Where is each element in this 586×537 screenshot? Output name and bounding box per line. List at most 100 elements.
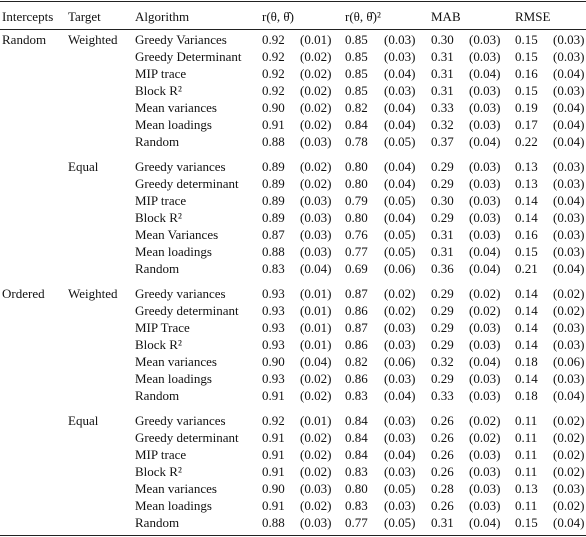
metric-value: 0.31 [431, 244, 454, 259]
column-header: r(θ, θ̂) [262, 9, 294, 24]
metric-value: 0.30 [431, 32, 454, 47]
algorithm-name: Greedy determinant [135, 303, 239, 318]
metric-value: 0.91 [262, 388, 285, 403]
metric-value: 0.15 [515, 83, 538, 98]
metric-value: 0.11 [515, 464, 538, 479]
metric-value: 0.14 [515, 303, 538, 318]
metric-value: 0.85 [345, 83, 368, 98]
metric-value: 0.19 [515, 100, 538, 115]
metric-value: 0.31 [431, 66, 454, 81]
algorithm-name: MIP trace [135, 66, 187, 81]
metric-value: 0.31 [431, 515, 454, 530]
algorithm-name: MIP Trace [135, 320, 190, 335]
algorithm-name: Greedy variances [135, 286, 226, 301]
std-dev: (0.01) [300, 413, 332, 428]
std-dev: (0.04) [469, 261, 501, 276]
metric-value: 0.15 [515, 244, 538, 259]
std-dev: (0.03) [300, 244, 332, 259]
metric-value: 0.92 [262, 32, 285, 47]
std-dev: (0.04) [300, 261, 332, 276]
metric-value: 0.26 [431, 447, 454, 462]
metric-value: 0.31 [431, 83, 454, 98]
intercepts-label: Random [2, 32, 47, 47]
std-dev: (0.04) [469, 244, 501, 259]
metric-value: 0.79 [345, 193, 368, 208]
std-dev: (0.02) [300, 117, 332, 132]
std-dev: (0.02) [553, 464, 585, 479]
std-dev: (0.03) [469, 100, 501, 115]
std-dev: (0.04) [384, 388, 416, 403]
metric-value: 0.18 [515, 354, 538, 369]
algorithm-name: Greedy determinant [135, 176, 239, 191]
metric-value: 0.87 [345, 320, 368, 335]
std-dev: (0.02) [384, 303, 416, 318]
metric-value: 0.29 [431, 176, 454, 191]
std-dev: (0.02) [300, 49, 332, 64]
column-header: Algorithm [135, 9, 190, 24]
std-dev: (0.02) [300, 176, 332, 191]
metric-value: 0.86 [345, 337, 368, 352]
std-dev: (0.05) [384, 227, 416, 242]
std-dev: (0.03) [300, 193, 332, 208]
column-header: r(θ, θ̂)² [345, 9, 381, 24]
std-dev: (0.04) [553, 66, 585, 81]
metric-value: 0.93 [262, 320, 285, 335]
std-dev: (0.03) [553, 337, 585, 352]
metric-value: 0.29 [431, 286, 454, 301]
std-dev: (0.03) [553, 481, 585, 496]
metric-value: 0.83 [345, 498, 368, 513]
metric-value: 0.85 [345, 49, 368, 64]
metric-value: 0.31 [431, 227, 454, 242]
metric-value: 0.90 [262, 354, 285, 369]
std-dev: (0.04) [384, 210, 416, 225]
std-dev: (0.05) [384, 193, 416, 208]
std-dev: (0.03) [300, 210, 332, 225]
std-dev: (0.02) [553, 498, 585, 513]
std-dev: (0.04) [553, 261, 585, 276]
std-dev: (0.03) [553, 227, 585, 242]
metric-value: 0.76 [345, 227, 368, 242]
metric-value: 0.84 [345, 430, 368, 445]
bottom-rule [0, 535, 586, 536]
std-dev: (0.03) [384, 430, 416, 445]
std-dev: (0.03) [469, 447, 501, 462]
algorithm-name: Greedy variances [135, 159, 226, 174]
std-dev: (0.02) [384, 286, 416, 301]
std-dev: (0.03) [469, 83, 501, 98]
metric-value: 0.13 [515, 176, 538, 191]
metric-value: 0.15 [515, 49, 538, 64]
metric-value: 0.77 [345, 515, 368, 530]
std-dev: (0.03) [553, 244, 585, 259]
metric-value: 0.13 [515, 481, 538, 496]
column-header: Intercepts [2, 9, 54, 24]
std-dev: (0.04) [469, 66, 501, 81]
std-dev: (0.03) [469, 49, 501, 64]
std-dev: (0.03) [553, 49, 585, 64]
std-dev: (0.02) [553, 430, 585, 445]
std-dev: (0.03) [384, 498, 416, 513]
metric-value: 0.11 [515, 430, 538, 445]
metric-value: 0.37 [431, 134, 454, 149]
algorithm-name: Block R² [135, 210, 182, 225]
metric-value: 0.14 [515, 286, 538, 301]
std-dev: (0.04) [553, 100, 585, 115]
std-dev: (0.02) [300, 447, 332, 462]
metric-value: 0.88 [262, 134, 285, 149]
metric-value: 0.85 [345, 32, 368, 47]
metric-value: 0.26 [431, 498, 454, 513]
metric-value: 0.93 [262, 337, 285, 352]
algorithm-name: Mean variances [135, 100, 217, 115]
algorithm-name: Mean loadings [135, 244, 212, 259]
std-dev: (0.02) [300, 66, 332, 81]
std-dev: (0.01) [300, 320, 332, 335]
std-dev: (0.03) [469, 210, 501, 225]
algorithm-name: Mean loadings [135, 117, 212, 132]
metric-value: 0.84 [345, 413, 368, 428]
metric-value: 0.88 [262, 244, 285, 259]
algorithm-name: MIP trace [135, 193, 187, 208]
algorithm-name: Random [135, 515, 180, 530]
std-dev: (0.04) [553, 193, 585, 208]
std-dev: (0.03) [300, 515, 332, 530]
metric-value: 0.29 [431, 337, 454, 352]
std-dev: (0.03) [384, 320, 416, 335]
